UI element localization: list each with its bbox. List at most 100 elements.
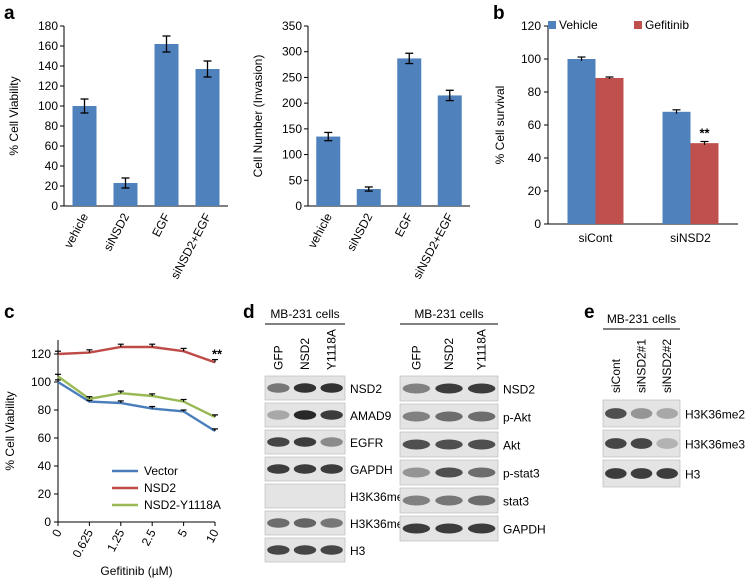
legend-label: NSD2 bbox=[144, 481, 176, 495]
y-tick-label: 350 bbox=[282, 19, 302, 33]
blot-band bbox=[435, 383, 463, 394]
blot-title: MB-231 cells bbox=[414, 307, 483, 321]
y-tick-label: 60 bbox=[38, 431, 52, 445]
y-tick-label: 80 bbox=[45, 119, 59, 133]
blot-row-label: NSD2 bbox=[503, 383, 535, 397]
legend-label: NSD2-Y1118A bbox=[144, 498, 221, 512]
western-blot-d-right: MB-231 cells GFP NSD2 Y1118A NSD2 p-Akt Akt p-s… bbox=[399, 307, 546, 542]
y-tick-label: 50 bbox=[289, 173, 303, 187]
blot-row-label: H3K36me3 bbox=[350, 517, 410, 531]
y-tick-label: 120 bbox=[38, 79, 58, 93]
lane-label: siNSD2#2 bbox=[660, 339, 674, 393]
x-tick-label: siNSD2 bbox=[670, 231, 711, 245]
y-tick-label: 100 bbox=[282, 148, 302, 162]
blot-band bbox=[656, 438, 678, 449]
blot-band bbox=[435, 495, 463, 506]
x-tick-label: 10 bbox=[203, 527, 222, 546]
blot-band bbox=[267, 545, 290, 555]
x-tick-label: vehicle bbox=[305, 211, 335, 251]
y-tick-label: 60 bbox=[528, 118, 542, 132]
blot-title: MB-231 cells bbox=[270, 307, 339, 321]
blot-band bbox=[320, 464, 343, 474]
blot-row-label: H3K36me2 bbox=[685, 408, 745, 422]
lane-label: Y1118A bbox=[325, 329, 339, 370]
x-tick-label: siCont bbox=[578, 231, 613, 245]
blot-band bbox=[656, 468, 678, 479]
x-tick-label: EGF bbox=[392, 211, 416, 239]
y-tick-label: 120 bbox=[31, 347, 51, 361]
y-tick-label: 40 bbox=[45, 159, 59, 173]
y-tick-label: 100 bbox=[521, 52, 541, 66]
y-tick-label: 200 bbox=[282, 96, 302, 110]
y-tick-label: 100 bbox=[38, 99, 58, 113]
y-tick-label: 180 bbox=[38, 19, 58, 33]
blot-row-label: GAPDH bbox=[503, 523, 546, 537]
blot-band bbox=[435, 439, 463, 450]
x-tick-label: 2.5 bbox=[139, 527, 159, 549]
x-tick-label: 0 bbox=[49, 527, 65, 540]
y-tick-label: 40 bbox=[528, 151, 542, 165]
bar bbox=[595, 77, 624, 224]
lane-label: NSD2 bbox=[298, 338, 312, 370]
western-blot-d-left: MB-231 cells GFP NSD2 Y1118A NSD2 AMAD9 EGFR GA… bbox=[264, 307, 410, 563]
y-tick-label: 0 bbox=[44, 515, 51, 529]
y-tick-label: 160 bbox=[38, 39, 58, 53]
lane-label: siCont bbox=[609, 358, 623, 393]
blot-title: MB-231 cells bbox=[607, 312, 676, 326]
blot-band bbox=[402, 523, 431, 534]
blot-band bbox=[467, 383, 496, 394]
bar bbox=[567, 59, 596, 224]
blot-row-label: p-Akt bbox=[503, 411, 532, 425]
bar bbox=[690, 143, 719, 224]
blot-band bbox=[605, 408, 627, 419]
chart-b-survival: 0 20 40 60 80 100 120 % Cell survival siCont siNS… bbox=[493, 18, 738, 245]
y-tick-label: 100 bbox=[31, 375, 51, 389]
y-tick-label: 150 bbox=[282, 122, 302, 136]
lane-label: GFP bbox=[271, 345, 285, 370]
x-tick-label: siNSD2+EGF bbox=[168, 211, 214, 281]
series-line bbox=[57, 375, 216, 419]
y-tick-label: 140 bbox=[38, 59, 58, 73]
y-tick-label: 40 bbox=[38, 459, 52, 473]
blot-row-label: p-stat3 bbox=[503, 467, 540, 481]
series-line bbox=[57, 380, 216, 433]
blot-band bbox=[293, 410, 317, 420]
blot-band bbox=[435, 467, 463, 478]
x-tick-label: siNSD2 bbox=[344, 211, 376, 254]
y-tick-label: 300 bbox=[282, 45, 302, 59]
bar bbox=[154, 44, 179, 206]
blot-band bbox=[267, 437, 290, 447]
y-axis-label: % Cell survival bbox=[493, 86, 507, 165]
blot-strip bbox=[264, 483, 346, 509]
blot-band bbox=[267, 518, 290, 528]
y-tick-label: 60 bbox=[45, 139, 59, 153]
blot-band bbox=[402, 383, 431, 394]
blot-row-label: H3 bbox=[685, 468, 701, 482]
blot-band bbox=[630, 408, 653, 419]
bar bbox=[437, 95, 462, 206]
y-tick-label: 0 bbox=[295, 199, 302, 213]
x-tick-label: siNSD2+EGF bbox=[410, 211, 456, 281]
bar bbox=[316, 136, 341, 206]
blot-band bbox=[320, 545, 343, 555]
y-tick-label: 20 bbox=[38, 487, 52, 501]
lane-label: NSD2 bbox=[442, 338, 456, 370]
blot-band bbox=[293, 518, 317, 528]
y-tick-label: 120 bbox=[521, 19, 541, 33]
blot-row-label: H3K36me2 bbox=[350, 490, 410, 504]
legend-label: Vehicle bbox=[559, 18, 598, 32]
blot-band bbox=[293, 464, 317, 474]
panel-letter-a: a bbox=[4, 3, 15, 24]
blot-band bbox=[605, 438, 627, 449]
x-tick-label: siNSD2 bbox=[101, 211, 133, 254]
blot-row-label: AMAD9 bbox=[350, 409, 392, 423]
x-tick-label: 0.625 bbox=[70, 527, 97, 560]
y-tick-label: 80 bbox=[38, 403, 52, 417]
blot-band bbox=[467, 467, 496, 478]
blot-row-label: NSD2 bbox=[350, 382, 382, 396]
blot-band bbox=[435, 411, 463, 422]
blot-band bbox=[293, 545, 317, 555]
blot-band bbox=[467, 495, 496, 506]
panel-letter-e: e bbox=[584, 302, 595, 323]
blot-band bbox=[402, 495, 431, 506]
